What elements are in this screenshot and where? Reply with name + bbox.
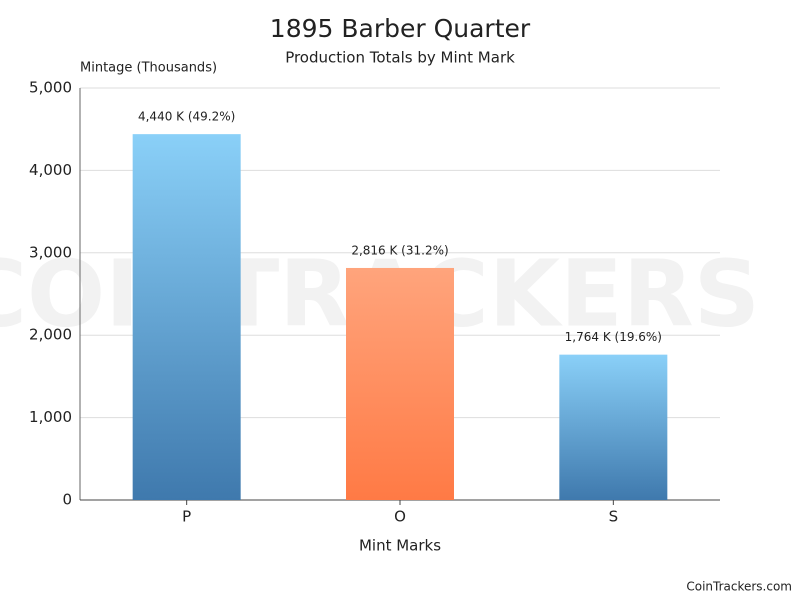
x-tick-label: O [394, 508, 406, 526]
value-label: 2,816 K (31.2%) [351, 243, 448, 257]
y-tick-label: 0 [62, 491, 72, 509]
bar [133, 134, 241, 500]
y-axis-label: Mintage (Thousands) [80, 61, 217, 76]
chart-subtitle: Production Totals by Mint Mark [285, 49, 515, 67]
y-tick-label: 2,000 [29, 326, 72, 344]
footer: CoinTrackers.com [686, 580, 792, 594]
y-tick-label: 5,000 [29, 79, 72, 97]
bar [559, 355, 667, 500]
y-tick-label: 3,000 [29, 243, 72, 261]
x-tick-label: P [182, 508, 191, 526]
value-label: 4,440 K (49.2%) [138, 110, 235, 124]
y-tick-label: 1,000 [29, 408, 72, 426]
chart-title: 1895 Barber Quarter [270, 14, 531, 43]
bar [346, 268, 454, 500]
x-tick-label: S [609, 508, 619, 526]
x-axis-label: Mint Marks [359, 537, 441, 555]
y-tick-label: 4,000 [29, 161, 72, 179]
value-label: 1,764 K (19.6%) [565, 330, 662, 344]
